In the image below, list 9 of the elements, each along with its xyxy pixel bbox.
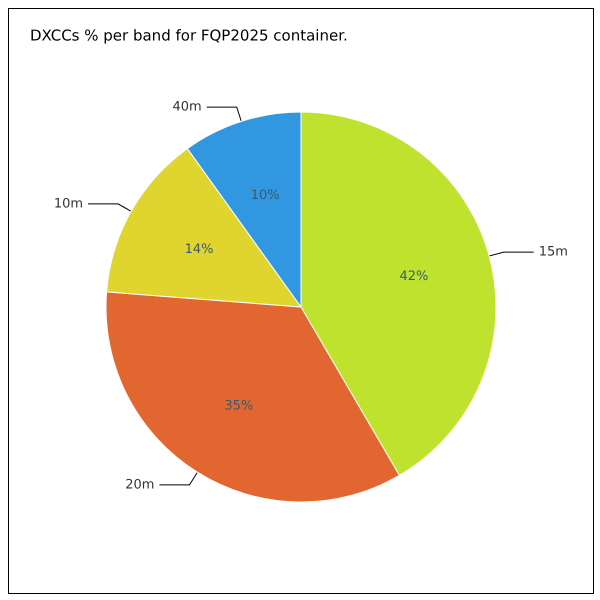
- slice-label: 10m: [54, 196, 84, 212]
- slice-label: 15m: [538, 244, 568, 260]
- data-label: 42%: [399, 268, 428, 284]
- data-label: 10%: [250, 188, 280, 204]
- slice-label: 20m: [125, 477, 154, 492]
- chart-title: DXCCs % per band for FQP2025 container.: [30, 26, 348, 44]
- data-label: 14%: [184, 242, 214, 258]
- data-label: 35%: [224, 398, 254, 414]
- slice-label: 40m: [172, 100, 202, 115]
